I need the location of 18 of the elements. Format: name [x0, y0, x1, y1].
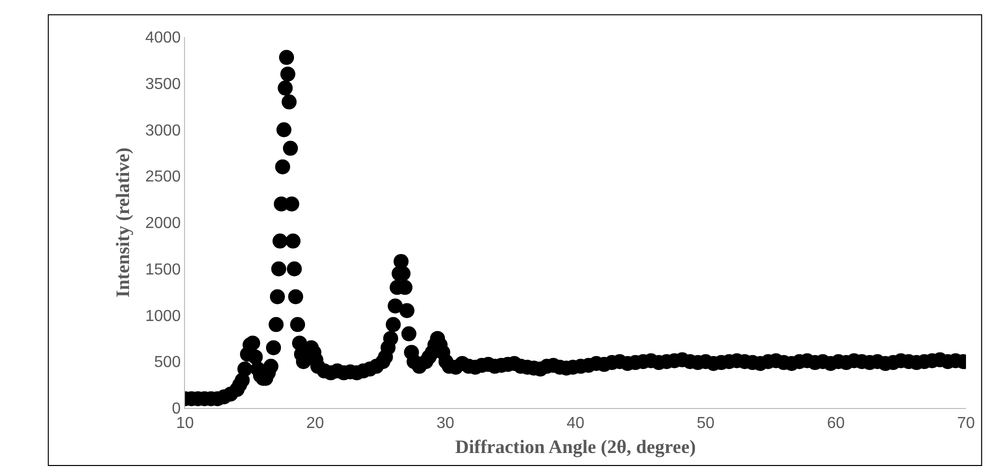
y-tick-label: 1500: [145, 261, 181, 278]
y-tick-label: 2500: [145, 168, 181, 186]
y-tick-label: 3500: [145, 76, 181, 93]
x-tick-label: 10: [176, 415, 194, 432]
x-tick-label: 60: [826, 415, 845, 432]
x-tick-label: 70: [957, 415, 975, 432]
y-tick-label: 500: [154, 354, 181, 372]
x-axis-title: Diffraction Angle (2θ, degree): [455, 437, 696, 458]
x-tick-label: 40: [566, 415, 584, 432]
y-tick-label: 0: [172, 400, 181, 418]
y-tick-label: 1000: [145, 308, 181, 325]
y-tick-label: 4000: [145, 30, 181, 47]
y-tick-label: 3000: [145, 122, 181, 140]
y-tick-label: 2000: [145, 215, 181, 232]
y-axis-title: Intensity (relative): [113, 147, 134, 298]
x-tick-label: 50: [696, 415, 715, 432]
x-tick-label: 20: [306, 415, 324, 432]
x-tick-label: 30: [436, 415, 454, 432]
